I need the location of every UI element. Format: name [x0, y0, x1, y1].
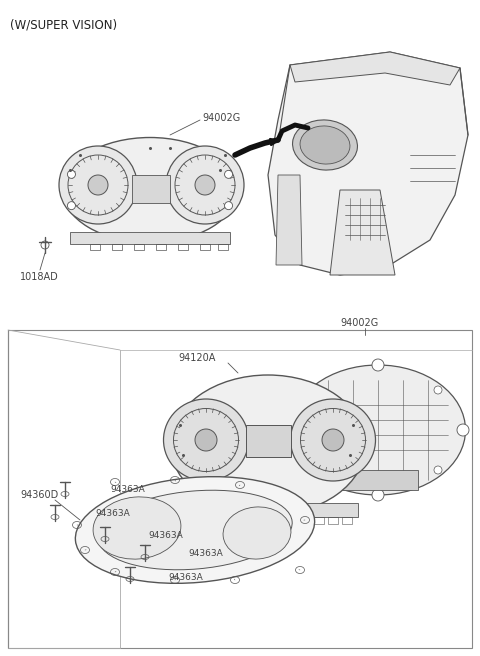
- Bar: [156, 244, 166, 250]
- Bar: [216, 517, 226, 524]
- Bar: [178, 503, 358, 517]
- Ellipse shape: [457, 424, 469, 436]
- Bar: [300, 517, 310, 524]
- Bar: [188, 517, 198, 524]
- Text: 94363A: 94363A: [148, 531, 183, 539]
- Ellipse shape: [223, 507, 291, 559]
- Ellipse shape: [372, 489, 384, 501]
- Text: (W/SUPER VISION): (W/SUPER VISION): [10, 18, 117, 31]
- Ellipse shape: [195, 429, 217, 451]
- Polygon shape: [268, 52, 468, 275]
- Ellipse shape: [434, 386, 442, 394]
- Text: 94002G: 94002G: [340, 318, 378, 328]
- Text: 94363A: 94363A: [95, 508, 130, 518]
- Ellipse shape: [290, 365, 466, 495]
- Ellipse shape: [314, 386, 322, 394]
- Text: 94363A: 94363A: [188, 548, 223, 558]
- Ellipse shape: [225, 171, 232, 178]
- Ellipse shape: [287, 424, 299, 436]
- Ellipse shape: [292, 120, 358, 170]
- Bar: [112, 244, 122, 250]
- Bar: [328, 517, 338, 524]
- Text: 1018AD: 1018AD: [20, 272, 59, 282]
- Ellipse shape: [68, 201, 75, 210]
- Bar: [230, 517, 240, 524]
- Ellipse shape: [322, 429, 344, 451]
- Ellipse shape: [166, 146, 244, 224]
- Bar: [338, 470, 418, 490]
- Bar: [244, 517, 254, 524]
- Ellipse shape: [170, 375, 365, 515]
- Text: 94120A: 94120A: [178, 353, 216, 363]
- Ellipse shape: [75, 477, 314, 583]
- Bar: [90, 244, 100, 250]
- Bar: [200, 244, 210, 250]
- Bar: [342, 517, 352, 524]
- Text: 94363A: 94363A: [110, 485, 145, 495]
- Bar: [134, 244, 144, 250]
- Ellipse shape: [88, 175, 108, 195]
- Text: 94363A: 94363A: [168, 573, 203, 583]
- Ellipse shape: [68, 171, 75, 178]
- Ellipse shape: [62, 138, 238, 243]
- Bar: [314, 517, 324, 524]
- Bar: [218, 244, 228, 250]
- Bar: [258, 517, 268, 524]
- Polygon shape: [276, 175, 302, 265]
- Ellipse shape: [195, 175, 215, 195]
- Ellipse shape: [93, 497, 181, 559]
- Ellipse shape: [372, 359, 384, 371]
- Bar: [178, 244, 188, 250]
- Polygon shape: [290, 52, 460, 85]
- Bar: [70, 232, 230, 244]
- Ellipse shape: [98, 490, 292, 570]
- Ellipse shape: [290, 399, 375, 481]
- Text: 94360D: 94360D: [20, 490, 58, 500]
- Bar: [323, 410, 348, 445]
- Polygon shape: [330, 190, 395, 275]
- Bar: [132, 175, 170, 203]
- Bar: [246, 425, 291, 457]
- Bar: [202, 517, 212, 524]
- Ellipse shape: [59, 146, 137, 224]
- Ellipse shape: [314, 466, 322, 474]
- Bar: [286, 517, 296, 524]
- Ellipse shape: [164, 399, 249, 481]
- Bar: [272, 517, 282, 524]
- Ellipse shape: [225, 201, 232, 210]
- Ellipse shape: [434, 466, 442, 474]
- Ellipse shape: [300, 126, 350, 164]
- Text: 94002G: 94002G: [202, 113, 240, 123]
